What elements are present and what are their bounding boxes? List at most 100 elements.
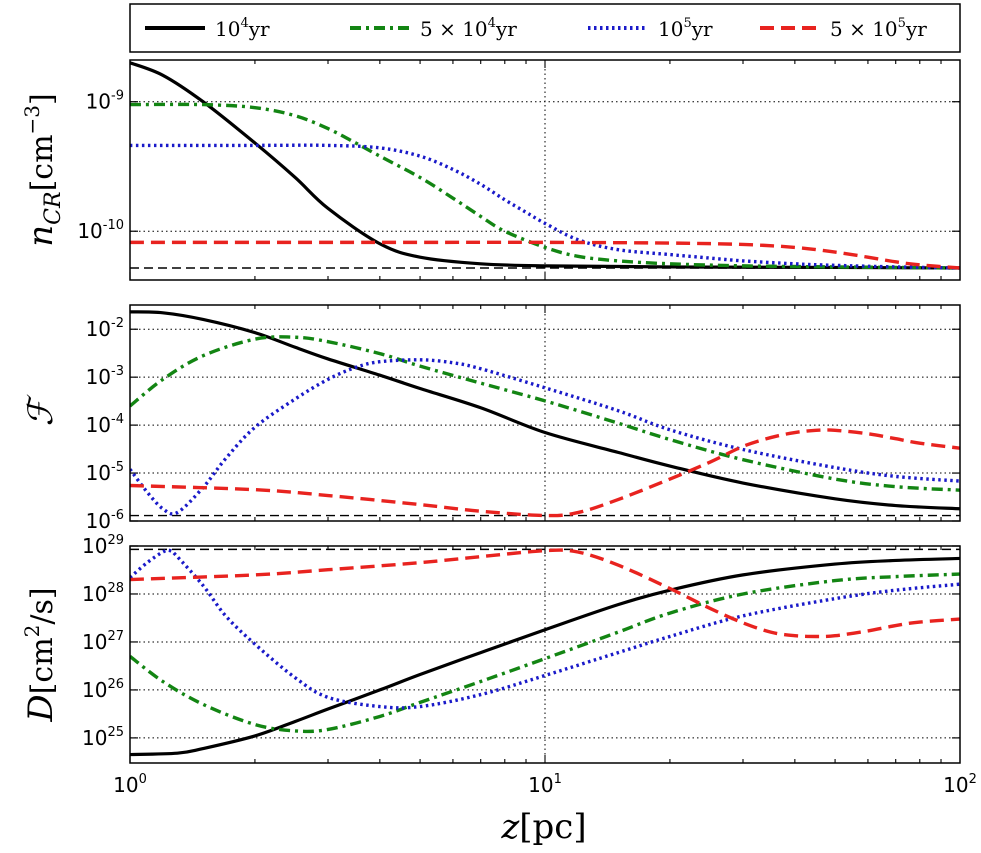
legend-label-unit: yr: [691, 17, 713, 41]
x-tick-label: 100: [113, 772, 147, 797]
x-axis-label: z[pc]: [500, 807, 586, 847]
series-line-1: [130, 556, 960, 757]
y-axis-label-sub: CR: [41, 191, 66, 224]
y-tick-label: 1026: [82, 677, 124, 702]
x-axis-label-var: z: [500, 807, 520, 847]
y-tick-label-base: 10: [82, 630, 107, 654]
legend-label: 5 × 104yr: [420, 16, 517, 41]
x-tick-label-base: 10: [528, 773, 553, 797]
series-line-2: [130, 572, 960, 734]
y-tick-label-exp: -5: [111, 460, 124, 475]
y-tick-label: 1028: [82, 581, 124, 606]
y-tick-label-base: 10: [86, 90, 111, 114]
legend-label-unit: yr: [495, 17, 517, 41]
legend-label-base: 10: [872, 17, 897, 41]
y-tick-label-base: 10: [86, 461, 111, 485]
y-tick-label-base: 10: [77, 219, 102, 243]
legend-item-1: 104yr: [145, 16, 270, 41]
y-axis-label: ℱ: [21, 393, 61, 426]
series-line-4: [130, 240, 960, 270]
panels: 10-910-10nCR[cm−3]10-210-310-410-510-6ℱ1…: [20, 59, 961, 764]
y-tick-label: 10-4: [86, 412, 124, 437]
y-tick-label: 10-2: [86, 316, 124, 341]
series-line-3: [130, 548, 960, 710]
y-tick-label: 10-9: [86, 89, 124, 114]
panel-2: 10-210-310-410-510-6ℱ: [21, 304, 961, 533]
x-axis-tick-labels: 100 101 102: [113, 772, 977, 797]
x-tick-label-base: 10: [113, 773, 138, 797]
series-line-1: [130, 310, 960, 511]
y-tick-label-exp: -6: [111, 508, 124, 523]
y-tick-label: 1027: [82, 629, 124, 654]
y-axis-label: D[cm2/s]: [20, 587, 61, 722]
y-tick-label-exp: -4: [111, 412, 124, 427]
y-axis-label-unit: [cm: [25, 637, 60, 694]
y-tick-label-base: 10: [86, 317, 111, 341]
legend-label-pre: 5 ×: [830, 17, 872, 41]
x-tick-label: 101: [528, 772, 562, 797]
series-line-2: [130, 335, 960, 492]
y-tick-label: 10-10: [77, 218, 124, 243]
y-tick-label-base: 10: [86, 413, 111, 437]
legend-label-unit: yr: [248, 17, 270, 41]
legend-item-4: 5 × 105yr: [760, 16, 927, 41]
y-axis-label-unit-exp: 2: [20, 625, 44, 638]
y-tick-label: 1025: [82, 725, 124, 750]
y-axis-label-unit-close: /s]: [25, 587, 60, 624]
y-tick-label-exp: -2: [111, 316, 124, 331]
legend-item-2: 5 × 104yr: [350, 16, 517, 41]
x-axis-label-unit: [pc]: [519, 807, 586, 847]
series-line-4: [130, 548, 960, 639]
x-tick-label-exp: 2: [969, 772, 977, 787]
legend-label: 5 × 105yr: [830, 16, 927, 41]
y-axis-label-var: n: [21, 225, 61, 247]
y-tick-label-exp: -10: [103, 218, 124, 233]
y-tick-label-exp: 25: [107, 725, 124, 740]
x-tick-label-base: 10: [943, 773, 968, 797]
y-tick-label: 10-5: [86, 460, 124, 485]
y-tick-label: 10-3: [86, 364, 124, 389]
panel-frame: [129, 304, 961, 522]
series-line-4: [130, 428, 960, 518]
legend-label-pre: 5 ×: [420, 17, 462, 41]
y-tick-label-exp: 27: [107, 629, 124, 644]
y-tick-label-exp: -9: [111, 89, 124, 104]
y-tick-label-base: 10: [86, 365, 111, 389]
y-tick-label-exp: -3: [111, 364, 124, 379]
y-axis-label-var: ℱ: [21, 393, 61, 426]
legend-frame: [129, 3, 961, 53]
y-axis-label-unit-exp: −3: [20, 105, 44, 134]
legend-label-base: 10: [658, 17, 683, 41]
series-line-1: [130, 61, 960, 270]
y-axis-label: nCR[cm−3]: [20, 93, 66, 246]
y-tick-label-base: 10: [82, 582, 107, 606]
legend-label: 105yr: [658, 16, 713, 41]
legend: 104yr 5 × 104yr 105yr 5 × 105yr: [129, 3, 961, 53]
panel-frame: [129, 545, 961, 764]
y-tick-label-exp: 28: [107, 581, 124, 596]
legend-label-exp: 5: [898, 16, 906, 31]
y-tick-label-exp: 29: [107, 533, 124, 548]
legend-label-unit: yr: [905, 17, 927, 41]
x-tick-label: 102: [943, 772, 977, 797]
y-tick-label: 1029: [82, 533, 124, 558]
legend-label: 104yr: [215, 16, 270, 41]
y-tick-label-base: 10: [86, 509, 111, 533]
y-tick-label-base: 10: [82, 678, 107, 702]
legend-item-3: 105yr: [588, 16, 713, 41]
x-tick-label-exp: 1: [554, 772, 562, 787]
legend-label-exp: 5: [683, 16, 691, 31]
legend-label-exp: 4: [240, 16, 248, 31]
y-axis-label-var: D: [21, 694, 61, 722]
y-tick-label: 10-6: [86, 508, 124, 533]
panel-frame: [129, 59, 961, 281]
y-tick-label-base: 10: [82, 726, 107, 750]
legend-label-exp: 4: [488, 16, 496, 31]
y-tick-label-exp: 26: [107, 677, 124, 692]
series-line-2: [130, 102, 960, 270]
legend-label-base: 10: [462, 17, 487, 41]
x-tick-label-exp: 0: [139, 772, 147, 787]
